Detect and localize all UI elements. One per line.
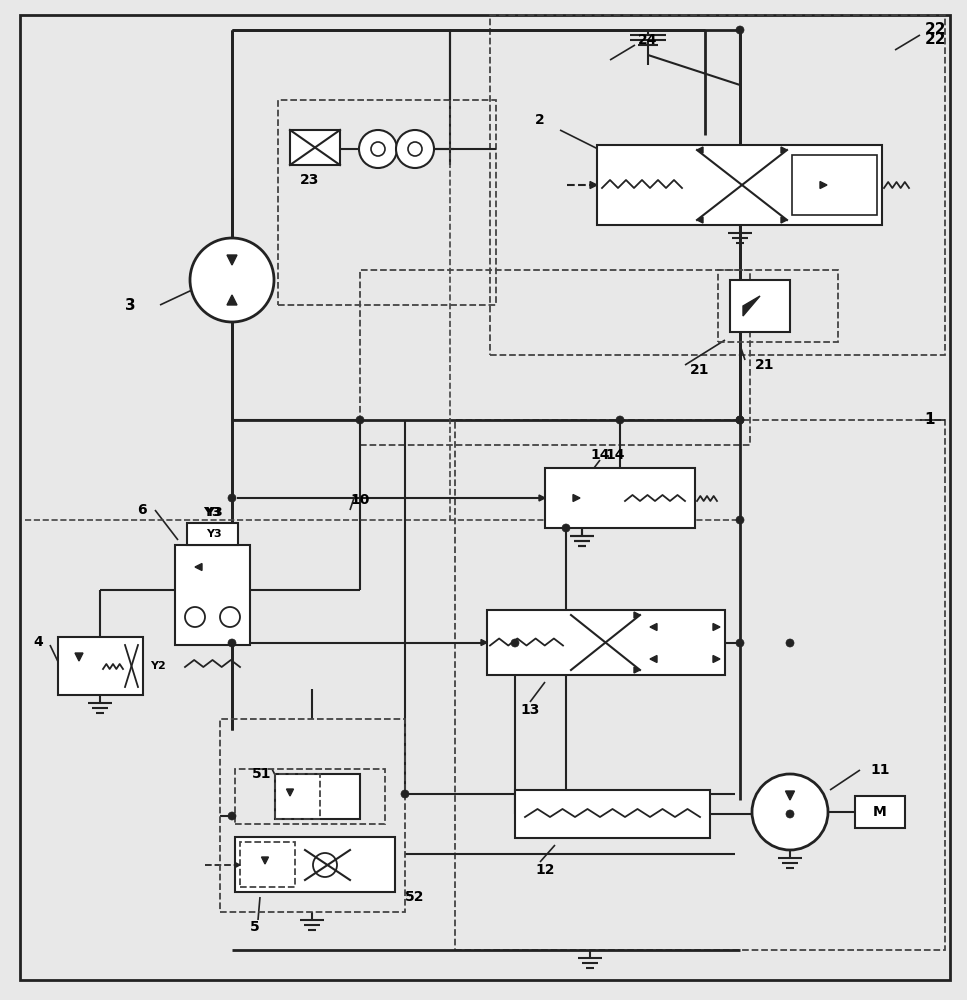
Polygon shape	[743, 296, 760, 316]
Circle shape	[511, 639, 519, 647]
Text: 21: 21	[755, 358, 775, 372]
Bar	[455, 420, 945, 950]
Circle shape	[786, 810, 794, 818]
Circle shape	[220, 607, 240, 627]
Polygon shape	[650, 656, 657, 662]
Polygon shape	[573, 494, 580, 502]
Circle shape	[359, 130, 397, 168]
Bar	[487, 610, 725, 675]
Text: Y3: Y3	[203, 506, 220, 518]
Circle shape	[408, 142, 422, 156]
Text: 23: 23	[301, 173, 320, 187]
Polygon shape	[634, 667, 640, 673]
Polygon shape	[634, 612, 640, 618]
Text: 12: 12	[536, 863, 555, 877]
Circle shape	[736, 416, 744, 424]
Circle shape	[396, 130, 434, 168]
Polygon shape	[195, 564, 202, 570]
Text: Y3: Y3	[205, 506, 222, 518]
Circle shape	[562, 524, 570, 532]
Text: 1: 1	[924, 412, 935, 428]
Bar	[240, 842, 295, 887]
Text: 5: 5	[250, 920, 260, 934]
Polygon shape	[781, 217, 787, 223]
Circle shape	[736, 416, 744, 424]
Polygon shape	[75, 653, 83, 661]
Polygon shape	[261, 857, 269, 864]
Text: 14: 14	[605, 448, 625, 462]
Text: 51: 51	[252, 767, 272, 781]
Circle shape	[752, 774, 828, 850]
Circle shape	[786, 639, 794, 647]
Text: 22: 22	[924, 32, 946, 47]
Text: Y2: Y2	[150, 661, 166, 671]
Text: 2: 2	[535, 113, 544, 127]
Polygon shape	[820, 182, 827, 188]
Text: 24: 24	[638, 33, 658, 47]
Text: 13: 13	[520, 703, 540, 717]
Text: M: M	[873, 805, 887, 819]
Polygon shape	[785, 791, 795, 800]
Bar	[855, 796, 905, 828]
Circle shape	[371, 142, 385, 156]
Circle shape	[356, 416, 364, 424]
Bar	[490, 15, 945, 355]
Bar	[235, 769, 385, 824]
Text: 11: 11	[870, 763, 890, 777]
Bar	[220, 719, 405, 912]
Bar	[275, 774, 320, 819]
Circle shape	[736, 639, 744, 647]
Bar	[545, 468, 695, 528]
Bar	[235, 837, 395, 892]
Polygon shape	[235, 862, 240, 867]
Circle shape	[736, 26, 744, 34]
Text: 4: 4	[33, 635, 43, 649]
Circle shape	[228, 639, 236, 647]
Text: 14: 14	[590, 448, 610, 462]
Bar	[597, 145, 882, 225]
Text: 3: 3	[125, 298, 135, 312]
Polygon shape	[286, 789, 294, 796]
Bar	[792, 155, 877, 215]
Polygon shape	[227, 295, 237, 305]
Polygon shape	[481, 640, 487, 646]
Circle shape	[185, 607, 205, 627]
Bar	[360, 270, 750, 445]
Text: 52: 52	[405, 890, 425, 904]
Circle shape	[616, 416, 624, 424]
Circle shape	[736, 516, 744, 524]
Bar	[515, 790, 710, 838]
Bar	[175, 545, 250, 645]
Polygon shape	[697, 217, 703, 223]
Text: 6: 6	[137, 503, 147, 517]
Polygon shape	[650, 624, 657, 631]
Polygon shape	[697, 147, 703, 153]
Text: 10: 10	[350, 493, 369, 507]
Polygon shape	[713, 656, 720, 662]
Bar	[730, 280, 790, 332]
Text: 22: 22	[924, 22, 946, 37]
Bar	[187, 523, 238, 545]
Bar	[58, 637, 143, 695]
Text: Y3: Y3	[206, 529, 221, 539]
Polygon shape	[781, 147, 787, 153]
Polygon shape	[227, 255, 237, 265]
Bar	[290, 130, 340, 165]
Bar	[718, 270, 838, 342]
Text: 21: 21	[690, 363, 710, 377]
Bar	[278, 100, 496, 305]
Polygon shape	[539, 495, 545, 501]
Circle shape	[228, 812, 236, 820]
Polygon shape	[590, 182, 597, 188]
Bar	[275, 774, 360, 819]
Circle shape	[401, 790, 409, 798]
Polygon shape	[713, 624, 720, 631]
Circle shape	[190, 238, 274, 322]
Circle shape	[228, 494, 236, 502]
